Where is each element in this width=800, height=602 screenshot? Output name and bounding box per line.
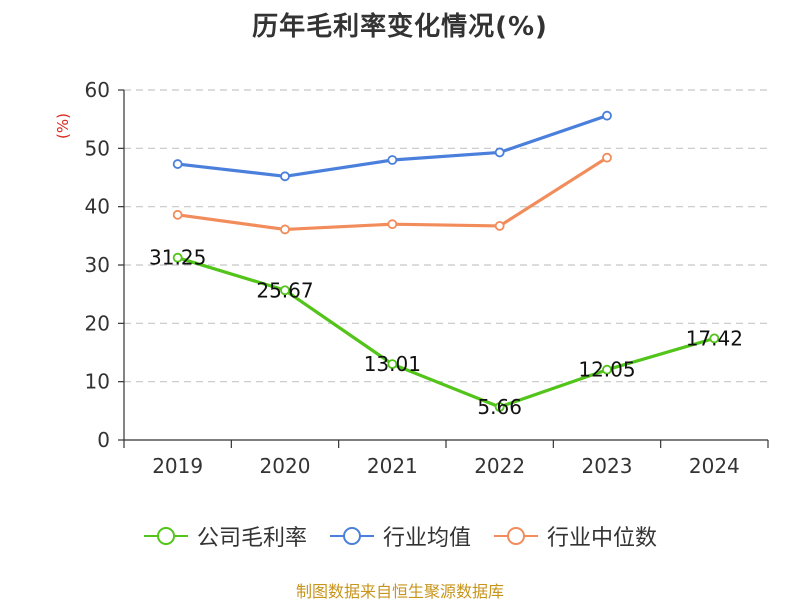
series-line-industry_median: [177, 156, 608, 232]
y-tick-label: 60: [85, 78, 110, 102]
x-tick-label-2020: 2020: [260, 454, 311, 478]
legend-item-company[interactable]: 公司毛利率: [143, 520, 307, 552]
line-chart: 0 10 20 30 40 50 60 (%) 2019 2020 2021 2022 2023 2024…: [54, 78, 769, 478]
legend-label-industry-avg: 行业均值: [382, 526, 471, 551]
point-company-2024: [709, 333, 720, 344]
point-industry_median-2021: [387, 219, 398, 230]
y-tick-label: 40: [85, 195, 110, 219]
point-industry_avg-2022: [494, 147, 505, 158]
point-company-2022: [494, 402, 505, 412]
legend-company-marker-icon: [143, 527, 188, 545]
legend: 公司毛利率 行业均值 行业中位数: [0, 520, 800, 552]
y-tick-label: 20: [85, 311, 110, 335]
x-tick-label-2023: 2023: [582, 454, 633, 478]
legend-label-company: 公司毛利率: [196, 526, 307, 551]
y-axis-label: (%): [54, 113, 72, 139]
y-tick-label: 30: [85, 253, 110, 277]
series-line-industry_avg: [177, 114, 608, 178]
data-label-company-2019: 31.25: [149, 246, 206, 270]
y-tick-label: 50: [85, 136, 110, 160]
series-line-company: [177, 256, 715, 409]
chart-title: 历年毛利率变化情况(%): [252, 12, 548, 42]
y-tick-label: 10: [85, 370, 110, 394]
legend-item-industry-median[interactable]: 行业中位数: [493, 520, 657, 552]
point-company-2019: [172, 252, 183, 263]
point-company-2021: [387, 359, 398, 370]
point-industry_median-2020: [280, 224, 290, 235]
x-tick-label-2021: 2021: [367, 454, 418, 478]
point-industry_avg-2020: [280, 171, 290, 182]
point-industry_avg-2023: [602, 110, 612, 121]
x-tick-label-2022: 2022: [474, 454, 525, 478]
point-industry_avg-2019: [172, 159, 183, 169]
point-company-2020: [280, 285, 290, 296]
data-label-company-2022: 5.66: [477, 395, 522, 419]
data-label-company-2021: 13.01: [364, 352, 421, 376]
point-industry_median-2019: [172, 209, 183, 220]
point-industry_median-2023: [602, 152, 612, 163]
x-tick-label-2019: 2019: [152, 454, 203, 478]
data-label-company-2023: 12.05: [578, 358, 635, 382]
data-label-company-2020: 25.67: [256, 278, 313, 302]
data-label-company-2024: 17.42: [686, 326, 743, 350]
point-industry_avg-2021: [387, 155, 398, 165]
legend-industry-avg-marker-icon: [329, 527, 374, 545]
point-company-2023: [602, 364, 612, 375]
legend-item-industry-avg[interactable]: 行业均值: [329, 520, 471, 552]
data-source: 制图数据来自恒生聚源数据库: [295, 582, 504, 601]
point-industry_median-2022: [494, 221, 505, 231]
legend-industry-median-marker-icon: [494, 527, 538, 545]
y-tick-label: 0: [97, 428, 110, 452]
x-tick-label-2024: 2024: [689, 454, 740, 478]
legend-label-industry-median: 行业中位数: [547, 526, 658, 551]
